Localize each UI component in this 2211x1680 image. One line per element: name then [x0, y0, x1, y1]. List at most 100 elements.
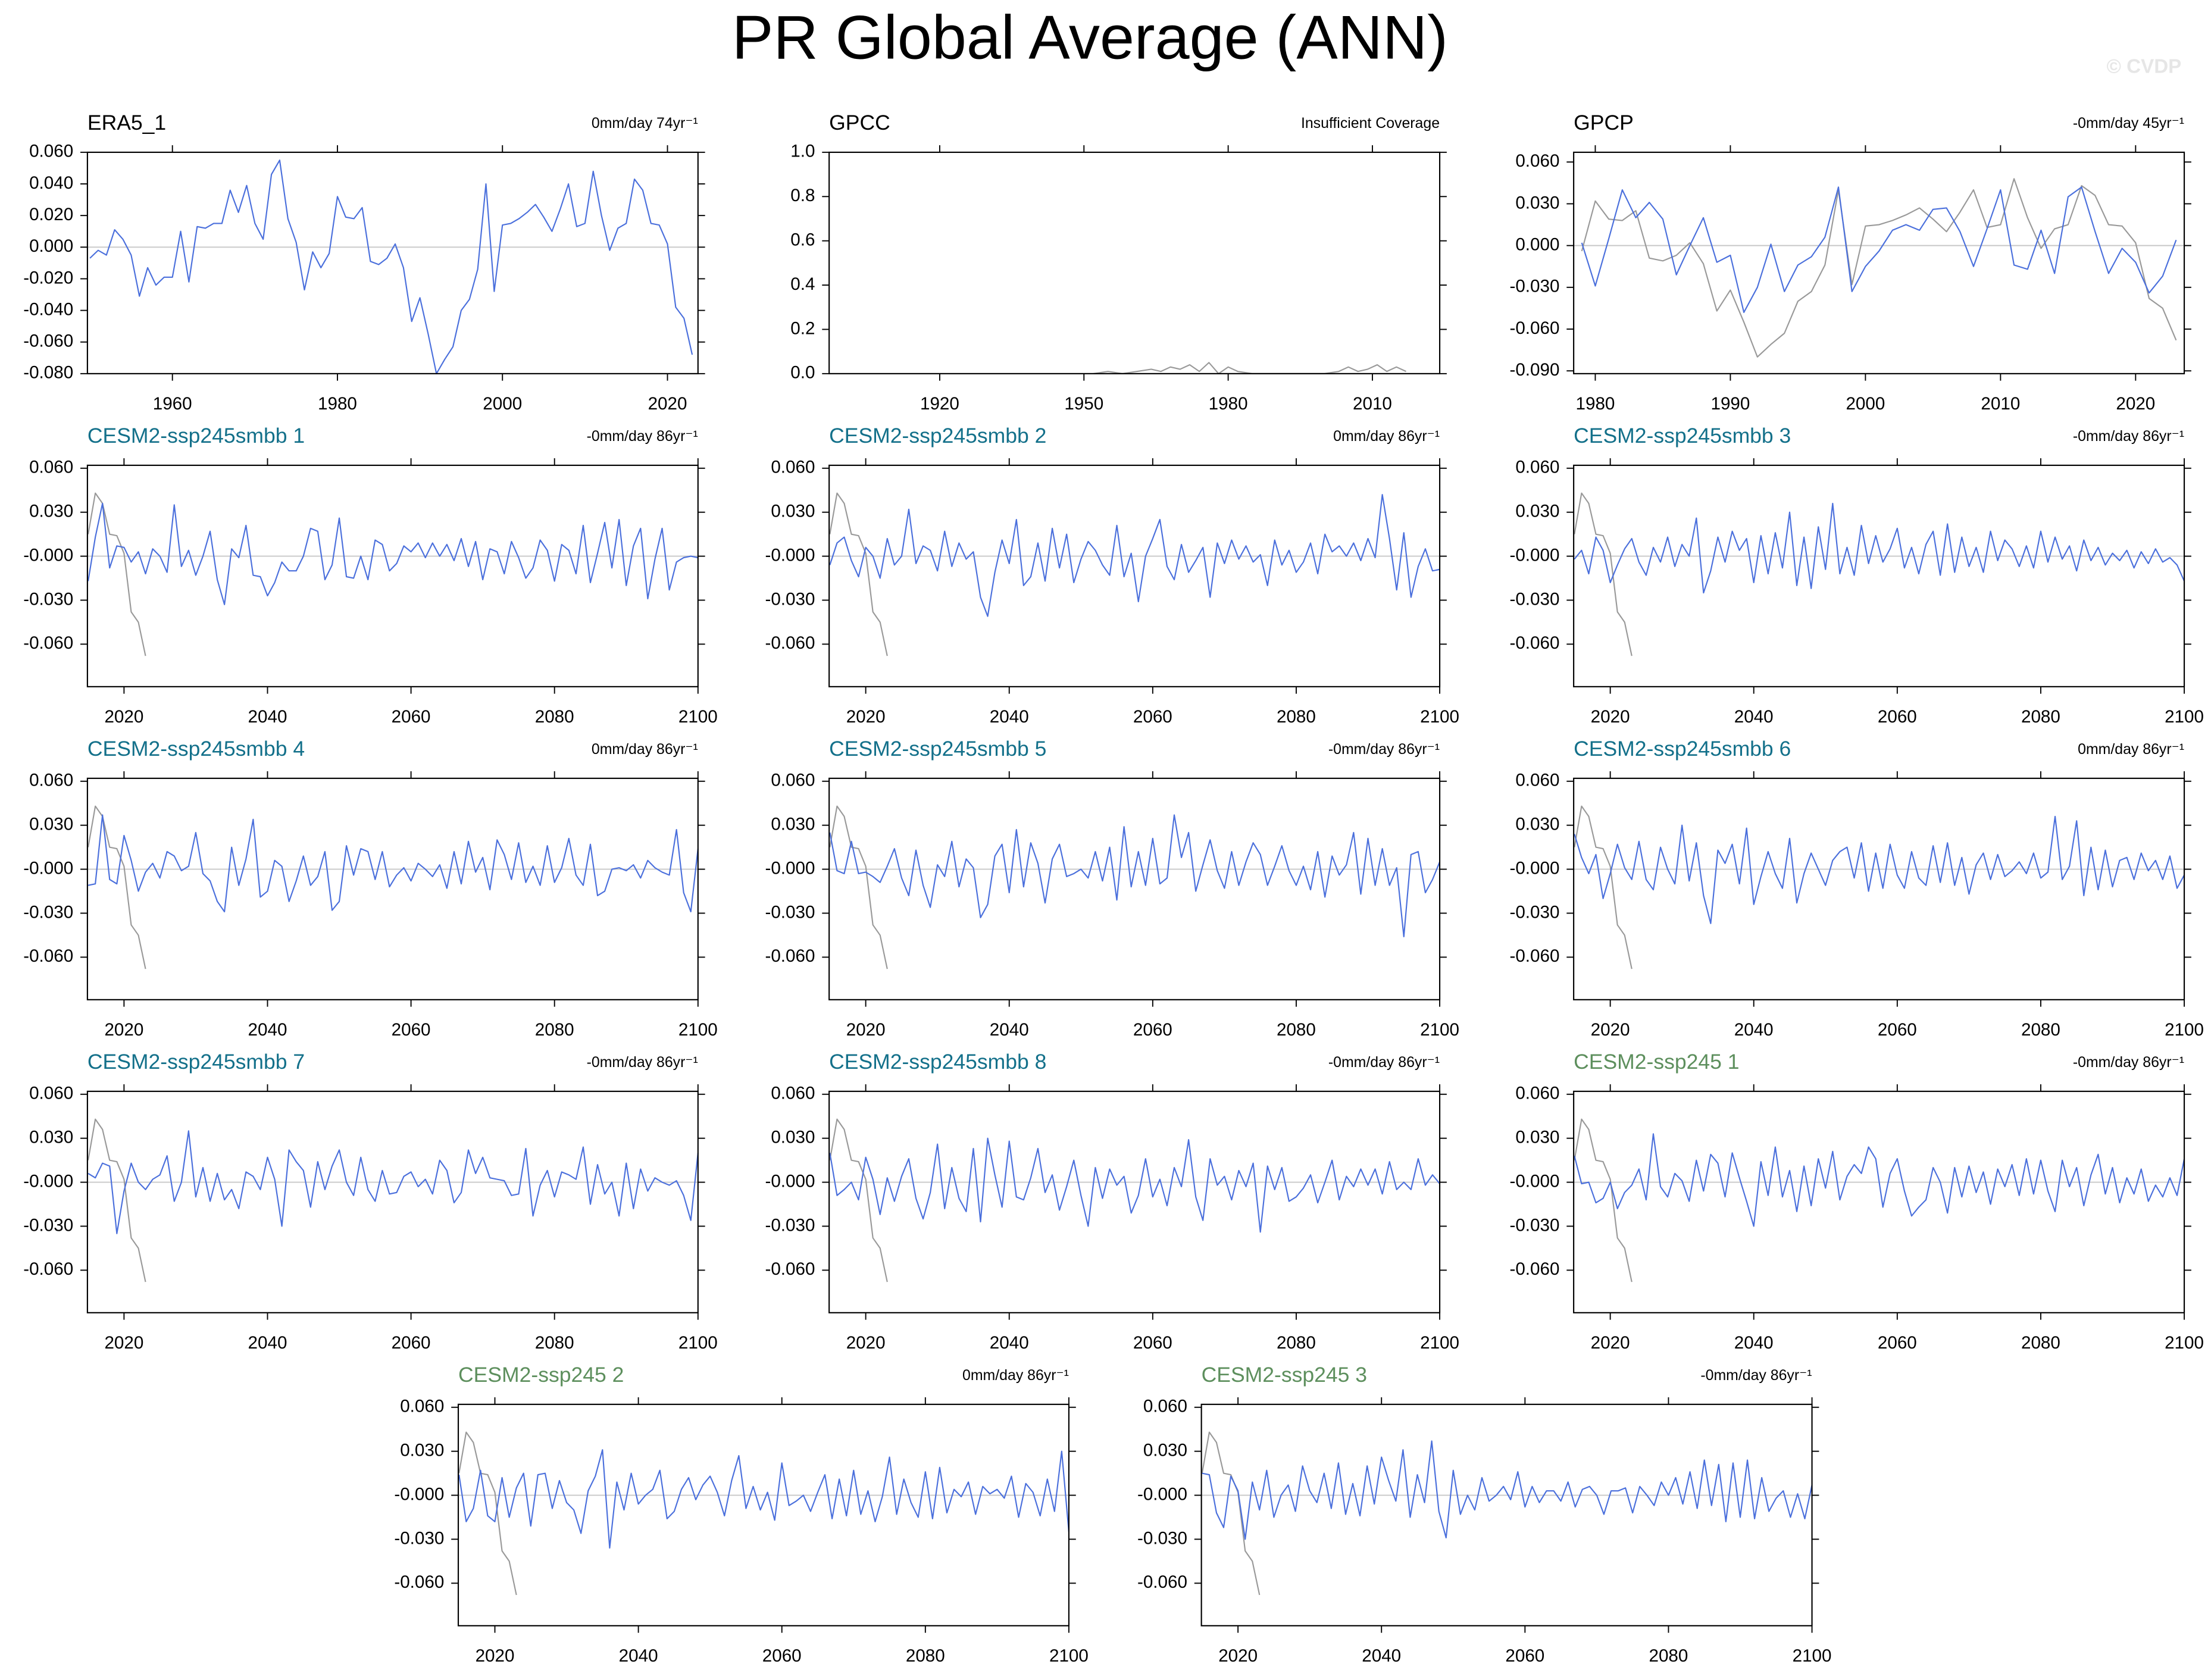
- panel: ERA5_1 0mm/day 74yr⁻¹ 0.060 0.040 0.020 0.000…: [23, 111, 705, 414]
- x-tick-label: 2060: [1878, 1020, 1917, 1040]
- panel: CESM2-ssp245smbb 8 -0mm/day 86yr⁻¹ 0.060 0.…: [765, 1050, 1459, 1353]
- series-line: [1202, 1440, 1813, 1540]
- y-tick-label: 0.6: [790, 230, 815, 250]
- x-tick-label: 2020: [648, 394, 687, 414]
- series-line: [1574, 805, 1633, 969]
- y-tick-label: -0.030: [23, 902, 73, 922]
- y-tick-label: -0.000: [1509, 858, 1559, 878]
- series-line: [87, 1130, 699, 1234]
- y-tick-label: -0.020: [23, 268, 73, 287]
- panel: CESM2-ssp245smbb 3 -0mm/day 86yr⁻¹ 0.060 0.…: [1509, 424, 2204, 727]
- y-tick-label: -0.000: [765, 858, 815, 878]
- y-tick-label: -0.000: [765, 545, 815, 565]
- plot-frame: [1200, 1403, 1813, 1626]
- y-tick-label: 0.060: [771, 771, 815, 790]
- y-tick-label: 0.000: [29, 236, 73, 256]
- x-tick-label: 2100: [678, 707, 718, 727]
- x-tick-label: 2020: [1591, 1333, 1630, 1353]
- y-tick-label: 0.060: [771, 458, 815, 477]
- x-tick-label: 1960: [153, 394, 192, 414]
- x-tick-label: 2000: [483, 394, 522, 414]
- x-tick-label: 2040: [1734, 707, 1774, 727]
- y-tick-label: 0.030: [1515, 193, 1559, 212]
- y-tick-label: 1.0: [790, 142, 815, 161]
- series-line: [87, 502, 699, 605]
- x-tick-label: 2100: [1420, 1333, 1459, 1353]
- y-tick-label: -0.060: [1509, 946, 1559, 966]
- y-tick-label: 0.2: [790, 318, 815, 338]
- y-tick-label: -0.030: [1509, 589, 1559, 609]
- x-tick-label: 2060: [1133, 1020, 1172, 1040]
- panel: CESM2-ssp245smbb 5 -0mm/day 86yr⁻¹ 0.060 0.…: [765, 737, 1459, 1040]
- y-tick-label: 0.030: [29, 1127, 73, 1147]
- x-tick-label: 2040: [1734, 1020, 1774, 1040]
- y-tick-label: -0.060: [23, 331, 73, 351]
- x-tick-label: 2080: [1649, 1646, 1688, 1666]
- y-tick-label: -0.030: [23, 1215, 73, 1235]
- panel-title: CESM2-ssp245smbb 8: [829, 1050, 1046, 1074]
- panel: CESM2-ssp245 1 -0mm/day 86yr⁻¹ 0.060 0.030 -…: [1509, 1050, 2204, 1353]
- x-tick-label: 2080: [535, 1333, 574, 1353]
- y-tick-label: -0.060: [1509, 318, 1559, 338]
- x-tick-label: 2020: [846, 707, 886, 727]
- y-tick-label: 0.030: [771, 815, 815, 834]
- x-tick-label: 2080: [1277, 1333, 1316, 1353]
- series-line: [1581, 186, 2177, 313]
- x-tick-label: 2020: [1591, 1020, 1630, 1040]
- y-tick-label: 0.8: [790, 186, 815, 205]
- x-tick-label: 2060: [1133, 707, 1172, 727]
- x-tick-label: 2020: [476, 1646, 515, 1666]
- series-line: [829, 1118, 888, 1282]
- series-line: [1574, 815, 2185, 924]
- panel: GPCC Insufficient Coverage 0.0 0.2 0.4 0.6 0.8…: [790, 111, 1447, 414]
- x-tick-label: 2100: [2165, 1020, 2204, 1040]
- x-tick-label: 2060: [392, 1333, 431, 1353]
- x-tick-label: 2020: [104, 1020, 143, 1040]
- y-tick-label: -0.060: [765, 633, 815, 653]
- panel-subtitle: -0mm/day 86yr⁻¹: [2073, 428, 2184, 445]
- x-tick-label: 2100: [1420, 707, 1459, 727]
- y-tick-label: -0.060: [1509, 1259, 1559, 1279]
- series-line: [1574, 1118, 1633, 1282]
- y-tick-label: 0.030: [400, 1440, 444, 1460]
- series-line: [1201, 1431, 1261, 1595]
- panel-subtitle: 0mm/day 86yr⁻¹: [592, 741, 698, 758]
- panel-title: CESM2-ssp245smbb 4: [87, 737, 305, 761]
- series-line: [87, 1118, 146, 1282]
- series-line: [89, 159, 693, 374]
- panel-title: CESM2-ssp245 1: [1574, 1050, 1739, 1074]
- y-tick-label: 0.060: [29, 458, 73, 477]
- series-line: [829, 494, 1440, 617]
- x-tick-label: 1950: [1064, 394, 1103, 414]
- y-tick-label: 0.060: [1515, 1084, 1559, 1103]
- y-tick-label: -0.000: [23, 545, 73, 565]
- x-tick-label: 2060: [1878, 707, 1917, 727]
- x-tick-label: 2040: [248, 1333, 287, 1353]
- y-tick-label: -0.030: [765, 902, 815, 922]
- panel-subtitle: 0mm/day 86yr⁻¹: [2078, 741, 2184, 758]
- series-line: [829, 492, 888, 656]
- y-tick-label: -0.060: [23, 946, 73, 966]
- x-tick-label: 2040: [990, 707, 1029, 727]
- plot-frame: [828, 464, 1441, 687]
- panel-subtitle: -0mm/day 86yr⁻¹: [2073, 1054, 2184, 1071]
- x-tick-label: 2080: [535, 707, 574, 727]
- series-line: [1581, 178, 2177, 358]
- x-tick-label: 2060: [1133, 1333, 1172, 1353]
- figure-title: PR Global Average (ANN): [732, 4, 1448, 73]
- x-tick-label: 2080: [2021, 1333, 2060, 1353]
- x-tick-label: 2000: [1846, 394, 1885, 414]
- x-tick-label: 2040: [990, 1020, 1029, 1040]
- panel: CESM2-ssp245smbb 1 -0mm/day 86yr⁻¹ 0.060 0.…: [23, 424, 718, 727]
- x-tick-label: 2100: [2165, 707, 2204, 727]
- y-tick-label: -0.000: [23, 1171, 73, 1191]
- panel-title: CESM2-ssp245smbb 3: [1574, 424, 1791, 448]
- y-tick-label: -0.060: [1137, 1572, 1187, 1592]
- y-tick-label: 0.040: [29, 173, 73, 193]
- panel: CESM2-ssp245smbb 4 0mm/day 86yr⁻¹ 0.060 0.0…: [23, 737, 718, 1040]
- plot-frame: [457, 1403, 1069, 1626]
- x-tick-label: 2080: [906, 1646, 945, 1666]
- plot-frame: [1573, 1090, 2185, 1313]
